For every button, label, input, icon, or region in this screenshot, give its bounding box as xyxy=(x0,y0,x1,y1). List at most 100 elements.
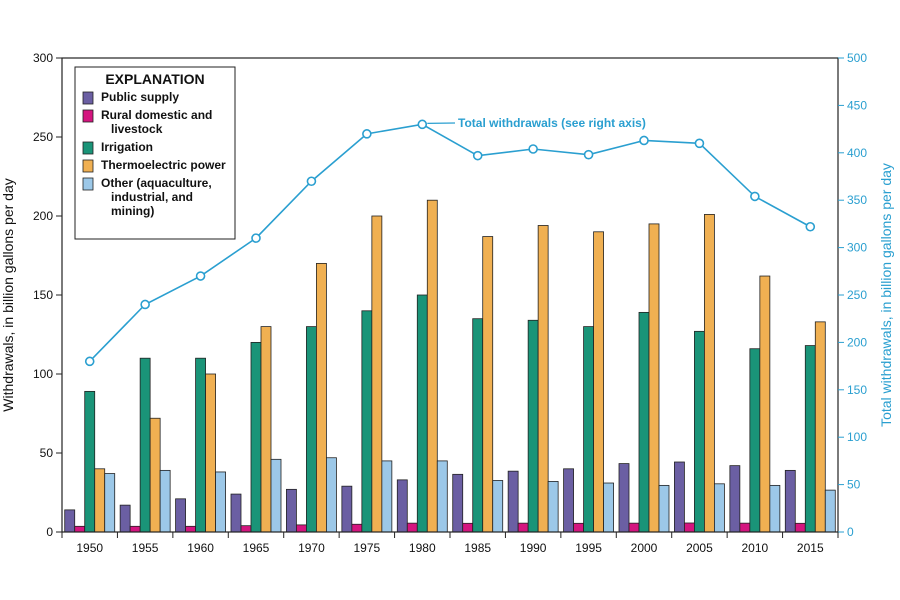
y-left-tick-label: 100 xyxy=(33,367,53,381)
y-left-tick-label: 250 xyxy=(33,130,53,144)
x-tick-label-2015: 2015 xyxy=(797,541,824,555)
bar-other-aquaculture-industrial-and-mining-1955 xyxy=(159,469,171,533)
bar-public-supply-1970 xyxy=(286,488,297,533)
y-right-tick-label: 50 xyxy=(847,478,861,492)
legend-box xyxy=(74,66,236,240)
bar-irrigation-1950 xyxy=(84,390,96,533)
bar-public-supply-2015 xyxy=(784,469,796,533)
bar-irrigation-2015 xyxy=(804,345,816,533)
annotation-normal-text: (see right axis) xyxy=(558,116,646,130)
x-tick-label-1990: 1990 xyxy=(520,541,547,555)
bar-other-aquaculture-industrial-and-mining-1950 xyxy=(104,473,116,533)
bar-public-supply-1965 xyxy=(230,493,242,533)
bar-other-aquaculture-industrial-and-mining-2005 xyxy=(714,483,725,533)
bar-rural-domestic-and-livestock-2000 xyxy=(628,522,640,533)
bar-rural-domestic-and-livestock-1980 xyxy=(406,522,418,533)
bar-rural-domestic-and-livestock-1960 xyxy=(185,525,196,533)
y-left-tick-label: 200 xyxy=(33,209,53,223)
bar-thermoelectric-power-1955 xyxy=(149,417,161,533)
bar-thermoelectric-power-1965 xyxy=(260,326,272,533)
bar-public-supply-2000 xyxy=(618,463,630,533)
bar-thermoelectric-power-1960 xyxy=(205,373,216,533)
bar-irrigation-2005 xyxy=(694,330,705,533)
bar-thermoelectric-power-1970 xyxy=(316,262,327,533)
legend-swatch-thermoelectric-power xyxy=(82,159,94,173)
total-withdrawals-line-layer xyxy=(84,119,816,367)
bar-rural-domestic-and-livestock-1965 xyxy=(240,525,252,533)
total-withdrawals-point-1975 xyxy=(362,129,372,139)
bar-other-aquaculture-industrial-and-mining-1985 xyxy=(492,480,504,533)
bar-public-supply-2010 xyxy=(729,465,741,533)
bar-irrigation-1980 xyxy=(416,294,428,533)
x-tick-label-1980: 1980 xyxy=(409,541,436,555)
annotation-bold-text: Total withdrawals xyxy=(458,116,558,130)
bar-other-aquaculture-industrial-and-mining-1995 xyxy=(603,482,614,533)
bar-public-supply-1960 xyxy=(175,498,186,533)
bar-rural-domestic-and-livestock-1970 xyxy=(296,524,307,533)
total-withdrawals-point-1960 xyxy=(195,271,206,281)
bar-thermoelectric-power-2015 xyxy=(814,321,826,533)
legend-swatch-other-aquaculture-industrial-and-mining xyxy=(82,177,94,191)
y-left-axis-title: Withdrawals, in billion gallons per day xyxy=(0,178,16,411)
bar-thermoelectric-power-1990 xyxy=(537,225,549,533)
bar-thermoelectric-power-2000 xyxy=(648,223,660,533)
bar-irrigation-1970 xyxy=(306,326,317,533)
legend-swatch-irrigation xyxy=(82,141,94,155)
y-right-tick-label: 450 xyxy=(847,98,867,112)
y-right-tick-label: 100 xyxy=(847,430,867,444)
legend-label-other-aquaculture-industrial-and-mining: industrial, and xyxy=(111,190,193,204)
bar-other-aquaculture-industrial-and-mining-2000 xyxy=(658,484,670,533)
bar-other-aquaculture-industrial-and-mining-1990 xyxy=(547,481,559,533)
legend-label-rural-domestic-and-livestock: Rural domestic and xyxy=(101,108,212,122)
y-left-tick-label: 50 xyxy=(40,446,54,460)
legend-label-thermoelectric-power: Thermoelectric power xyxy=(101,158,226,172)
bar-thermoelectric-power-1980 xyxy=(426,199,438,533)
bar-rural-domestic-and-livestock-1990 xyxy=(517,522,529,533)
total-withdrawals-point-1970 xyxy=(306,176,317,187)
bar-thermoelectric-power-1985 xyxy=(482,236,494,533)
y-right-tick-label: 300 xyxy=(847,241,867,255)
bar-irrigation-1965 xyxy=(250,341,262,533)
bar-public-supply-1975 xyxy=(341,485,353,533)
legend: EXPLANATION Public supply Rural domestic a… xyxy=(74,66,236,240)
bar-thermoelectric-power-2005 xyxy=(704,214,715,533)
x-tick-label-1985: 1985 xyxy=(464,541,491,555)
bar-public-supply-1985 xyxy=(452,473,464,533)
bar-public-supply-1995 xyxy=(563,468,574,533)
x-tick-label-2010: 2010 xyxy=(742,541,769,555)
bar-thermoelectric-power-1975 xyxy=(371,215,383,533)
y-left-tick-label: 300 xyxy=(33,51,53,65)
bar-irrigation-1975 xyxy=(361,310,373,533)
total-withdrawals-point-1950 xyxy=(84,356,95,367)
x-tick-label-1975: 1975 xyxy=(354,541,381,555)
total-withdrawals-point-2000 xyxy=(639,135,649,146)
total-withdrawals-point-1985 xyxy=(472,150,483,161)
legend-title: EXPLANATION xyxy=(105,71,204,87)
y-right-tick-label: 200 xyxy=(847,335,867,349)
legend-swatch-public-supply xyxy=(82,91,94,105)
bar-other-aquaculture-industrial-and-mining-1965 xyxy=(270,458,282,533)
y-right-tick-label: 500 xyxy=(847,51,867,65)
bar-irrigation-1985 xyxy=(472,318,484,533)
total-withdrawals-point-1955 xyxy=(140,299,150,310)
bars-layer xyxy=(64,199,836,533)
bar-irrigation-2000 xyxy=(638,311,650,533)
bar-thermoelectric-power-2010 xyxy=(759,275,771,533)
y-left-tick-label: 150 xyxy=(33,288,53,302)
bar-public-supply-2005 xyxy=(674,461,685,533)
bar-public-supply-1990 xyxy=(507,470,519,533)
y-right-tick-label: 250 xyxy=(847,288,867,302)
y-right-axis-title: Total withdrawals, in billion gallons pe… xyxy=(878,163,894,427)
legend-label-other-aquaculture-industrial-and-mining: mining) xyxy=(111,204,154,218)
legend-label-other-aquaculture-industrial-and-mining: Other (aquaculture, xyxy=(101,176,212,190)
total-withdrawals-point-2015 xyxy=(805,221,816,232)
bar-public-supply-1980 xyxy=(396,479,408,533)
y-right-tick-label: 400 xyxy=(847,146,867,160)
x-tick-label-2005: 2005 xyxy=(686,541,713,555)
total-withdrawals-point-1965 xyxy=(251,233,261,243)
total-withdrawals-point-1990 xyxy=(528,144,538,154)
bar-rural-domestic-and-livestock-1995 xyxy=(573,522,584,533)
bar-thermoelectric-power-1995 xyxy=(593,231,604,533)
y-right-tick-label: 350 xyxy=(847,193,867,207)
bar-rural-domestic-and-livestock-2010 xyxy=(739,522,751,533)
